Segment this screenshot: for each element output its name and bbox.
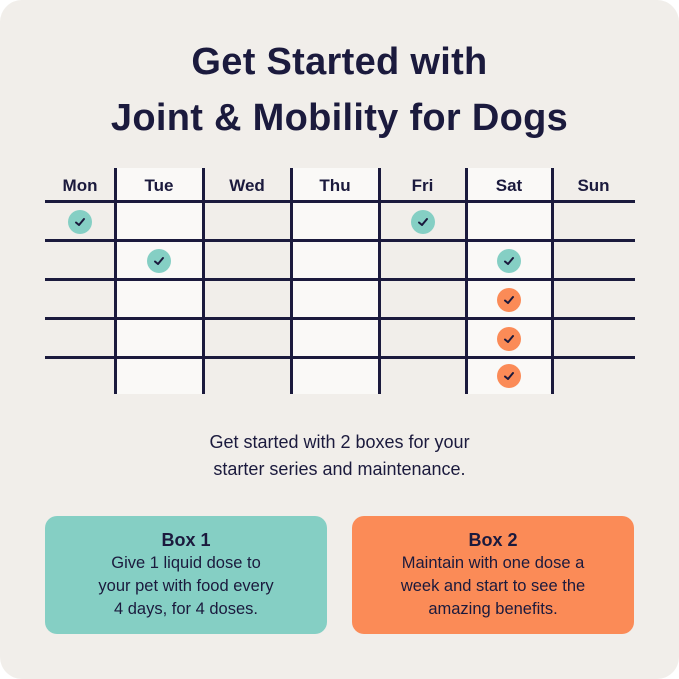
day-header-fri: Fri: [411, 176, 434, 195]
row-divider: [45, 356, 635, 359]
box-2-line: amazing benefits.: [428, 600, 558, 618]
day-header-mon: Mon: [62, 176, 98, 195]
subtitle-line-1: Get started with 2 boxes for your: [209, 432, 470, 452]
box-1-line: your pet with food every: [98, 577, 274, 595]
checkmark-icon: [504, 256, 514, 265]
dose-mark-orange: [497, 326, 521, 351]
row-divider: [45, 317, 635, 320]
checkmark-icon: [504, 295, 514, 304]
checkmark-icon: [75, 217, 85, 226]
dose-mark-orange: [497, 364, 521, 388]
box-2-title: Box 2: [468, 530, 518, 550]
day-header-sat: Sat: [495, 176, 523, 195]
box-2-line: Maintain with one dose a: [401, 554, 585, 572]
row-divider: [45, 278, 635, 281]
title-line-1: Get Started with: [191, 41, 488, 83]
day-header-tue: Tue: [144, 176, 174, 195]
box-1-card: Box 1 Give 1 liquid dose to your pet wit…: [45, 516, 327, 634]
column-divider: [465, 168, 468, 394]
checkmark-icon: [504, 372, 514, 380]
subtitle-line-2: starter series and maintenance.: [213, 459, 466, 479]
title-line-2: Joint & Mobility for Dogs: [110, 97, 569, 139]
box-1-title: Box 1: [161, 530, 211, 550]
day-header-thu: Thu: [319, 176, 351, 195]
row-divider: [45, 239, 635, 242]
column-divider: [290, 168, 293, 394]
checkmark-icon: [417, 217, 428, 226]
checkmark-icon: [504, 334, 514, 343]
column-divider: [114, 168, 117, 394]
subtitle: Get started with 2 boxes for your starte…: [0, 429, 679, 483]
checkmark-icon: [154, 256, 164, 265]
column-divider: [202, 168, 205, 394]
box-2-line: week and start to see the: [400, 577, 586, 595]
page-title: Get Started with Joint & Mobility for Do…: [0, 34, 679, 146]
day-header-wed: Wed: [229, 176, 265, 195]
dose-mark-teal: [147, 248, 171, 273]
box-1-line: 4 days, for 4 doses.: [114, 600, 258, 618]
dose-mark-teal: [410, 209, 435, 234]
dose-mark-teal: [497, 248, 521, 273]
dose-mark-teal: [68, 209, 92, 234]
row-divider: [45, 200, 635, 203]
column-divider: [378, 168, 381, 394]
day-header-sun: Sun: [577, 176, 610, 195]
box-2-card: Box 2 Maintain with one dose a week and …: [352, 516, 634, 634]
column-divider: [551, 168, 554, 394]
box-1-line: Give 1 liquid dose to: [111, 554, 261, 572]
dose-mark-orange: [497, 287, 521, 312]
dosing-calendar: Mon Tue Wed Thu Fri Sat Sun: [45, 168, 635, 394]
